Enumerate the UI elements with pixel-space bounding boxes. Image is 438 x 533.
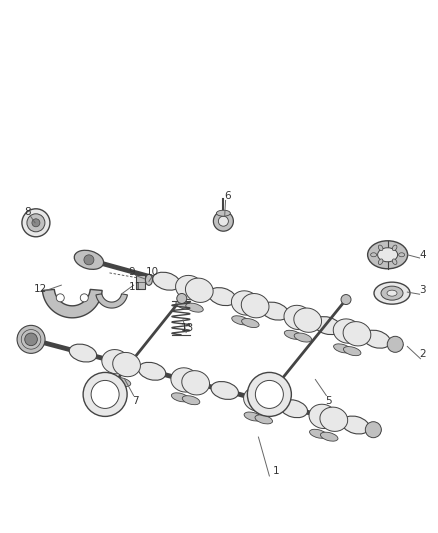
Ellipse shape: [145, 274, 152, 285]
Ellipse shape: [378, 245, 383, 251]
Circle shape: [387, 336, 403, 352]
Ellipse shape: [153, 272, 180, 290]
Ellipse shape: [294, 308, 321, 332]
Ellipse shape: [381, 286, 403, 300]
Ellipse shape: [102, 375, 120, 384]
Circle shape: [84, 255, 94, 265]
Ellipse shape: [69, 344, 97, 362]
Ellipse shape: [374, 282, 410, 304]
Text: 13: 13: [180, 324, 194, 333]
Circle shape: [25, 333, 37, 346]
Ellipse shape: [314, 317, 341, 335]
Ellipse shape: [254, 390, 282, 414]
Ellipse shape: [310, 429, 327, 438]
Polygon shape: [42, 289, 102, 318]
Ellipse shape: [171, 393, 189, 402]
Ellipse shape: [138, 362, 166, 380]
Ellipse shape: [261, 302, 289, 320]
Ellipse shape: [231, 291, 259, 315]
Ellipse shape: [232, 316, 249, 325]
Ellipse shape: [208, 288, 236, 305]
Circle shape: [177, 294, 187, 303]
Ellipse shape: [176, 301, 194, 310]
Ellipse shape: [171, 368, 198, 392]
Text: 12: 12: [34, 285, 47, 294]
Ellipse shape: [113, 377, 131, 386]
Ellipse shape: [242, 319, 259, 328]
Circle shape: [213, 211, 233, 231]
Circle shape: [365, 422, 381, 438]
Ellipse shape: [255, 415, 272, 424]
Ellipse shape: [342, 416, 369, 434]
Circle shape: [219, 216, 228, 226]
Text: 6: 6: [224, 191, 231, 200]
Circle shape: [91, 381, 119, 408]
Circle shape: [83, 373, 127, 416]
Circle shape: [255, 381, 283, 408]
Ellipse shape: [320, 407, 348, 431]
Circle shape: [27, 214, 45, 232]
Text: 4: 4: [419, 250, 426, 260]
Ellipse shape: [185, 278, 213, 302]
Text: 5: 5: [325, 396, 332, 406]
Ellipse shape: [334, 344, 351, 353]
Ellipse shape: [102, 350, 130, 374]
Circle shape: [247, 373, 291, 416]
Ellipse shape: [244, 387, 271, 411]
Ellipse shape: [294, 333, 312, 342]
Ellipse shape: [309, 404, 337, 429]
Ellipse shape: [363, 330, 390, 348]
Ellipse shape: [392, 259, 397, 264]
Text: 10: 10: [146, 267, 159, 277]
Ellipse shape: [74, 251, 103, 269]
Circle shape: [341, 295, 351, 304]
Ellipse shape: [284, 330, 302, 340]
Ellipse shape: [241, 294, 269, 318]
Circle shape: [32, 219, 40, 227]
Text: 11: 11: [129, 282, 142, 292]
Circle shape: [56, 294, 64, 302]
Polygon shape: [96, 294, 127, 308]
Ellipse shape: [176, 276, 203, 300]
Text: 9: 9: [128, 267, 135, 277]
Ellipse shape: [216, 210, 230, 216]
Ellipse shape: [186, 303, 203, 312]
Text: 3: 3: [419, 286, 426, 295]
Ellipse shape: [378, 259, 383, 264]
Ellipse shape: [367, 241, 408, 269]
Ellipse shape: [113, 352, 141, 377]
Circle shape: [80, 294, 88, 302]
Text: 1: 1: [272, 466, 279, 475]
Ellipse shape: [371, 253, 377, 257]
Ellipse shape: [378, 248, 398, 262]
Text: 7: 7: [132, 396, 139, 406]
Ellipse shape: [387, 290, 397, 296]
Ellipse shape: [343, 321, 371, 346]
Ellipse shape: [333, 319, 361, 343]
Ellipse shape: [244, 412, 261, 421]
Circle shape: [22, 209, 50, 237]
Ellipse shape: [343, 346, 361, 356]
Bar: [136, 276, 145, 289]
Ellipse shape: [280, 400, 307, 418]
Ellipse shape: [211, 382, 238, 399]
Ellipse shape: [321, 432, 338, 441]
Text: 8: 8: [24, 207, 31, 217]
Ellipse shape: [182, 370, 209, 395]
Ellipse shape: [392, 245, 397, 251]
Ellipse shape: [399, 253, 405, 257]
Circle shape: [17, 325, 45, 353]
Text: 2: 2: [419, 350, 426, 359]
Ellipse shape: [284, 305, 312, 329]
Ellipse shape: [182, 395, 200, 405]
